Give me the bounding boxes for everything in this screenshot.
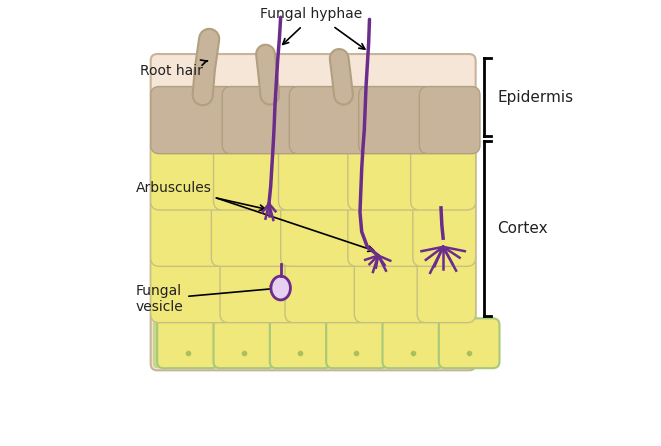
FancyBboxPatch shape xyxy=(359,87,432,154)
FancyBboxPatch shape xyxy=(348,143,424,210)
FancyBboxPatch shape xyxy=(222,87,302,154)
Text: Fungal hyphae: Fungal hyphae xyxy=(260,7,362,21)
FancyBboxPatch shape xyxy=(151,54,476,370)
FancyBboxPatch shape xyxy=(290,87,371,154)
FancyBboxPatch shape xyxy=(214,143,292,210)
FancyBboxPatch shape xyxy=(151,143,227,210)
FancyBboxPatch shape xyxy=(410,143,476,210)
FancyBboxPatch shape xyxy=(419,87,480,154)
FancyBboxPatch shape xyxy=(151,256,233,322)
FancyBboxPatch shape xyxy=(270,318,330,368)
FancyBboxPatch shape xyxy=(439,318,500,368)
FancyBboxPatch shape xyxy=(220,256,298,322)
FancyBboxPatch shape xyxy=(212,199,293,266)
FancyBboxPatch shape xyxy=(348,199,426,266)
FancyBboxPatch shape xyxy=(413,199,476,266)
FancyBboxPatch shape xyxy=(417,256,476,322)
Text: Root hair: Root hair xyxy=(140,60,208,78)
Text: Cortex: Cortex xyxy=(497,221,548,236)
Text: Epidermis: Epidermis xyxy=(497,90,574,105)
FancyBboxPatch shape xyxy=(383,318,443,368)
Text: Fungal
vesicle: Fungal vesicle xyxy=(136,284,276,314)
FancyBboxPatch shape xyxy=(214,318,274,368)
FancyBboxPatch shape xyxy=(153,314,473,368)
FancyBboxPatch shape xyxy=(354,256,430,322)
Ellipse shape xyxy=(271,276,290,300)
FancyBboxPatch shape xyxy=(151,199,224,266)
FancyBboxPatch shape xyxy=(157,318,218,368)
FancyBboxPatch shape xyxy=(151,87,235,154)
FancyBboxPatch shape xyxy=(281,199,361,266)
FancyBboxPatch shape xyxy=(326,318,387,368)
FancyBboxPatch shape xyxy=(278,143,361,210)
FancyBboxPatch shape xyxy=(285,256,368,322)
Text: Arbuscules: Arbuscules xyxy=(136,182,265,211)
